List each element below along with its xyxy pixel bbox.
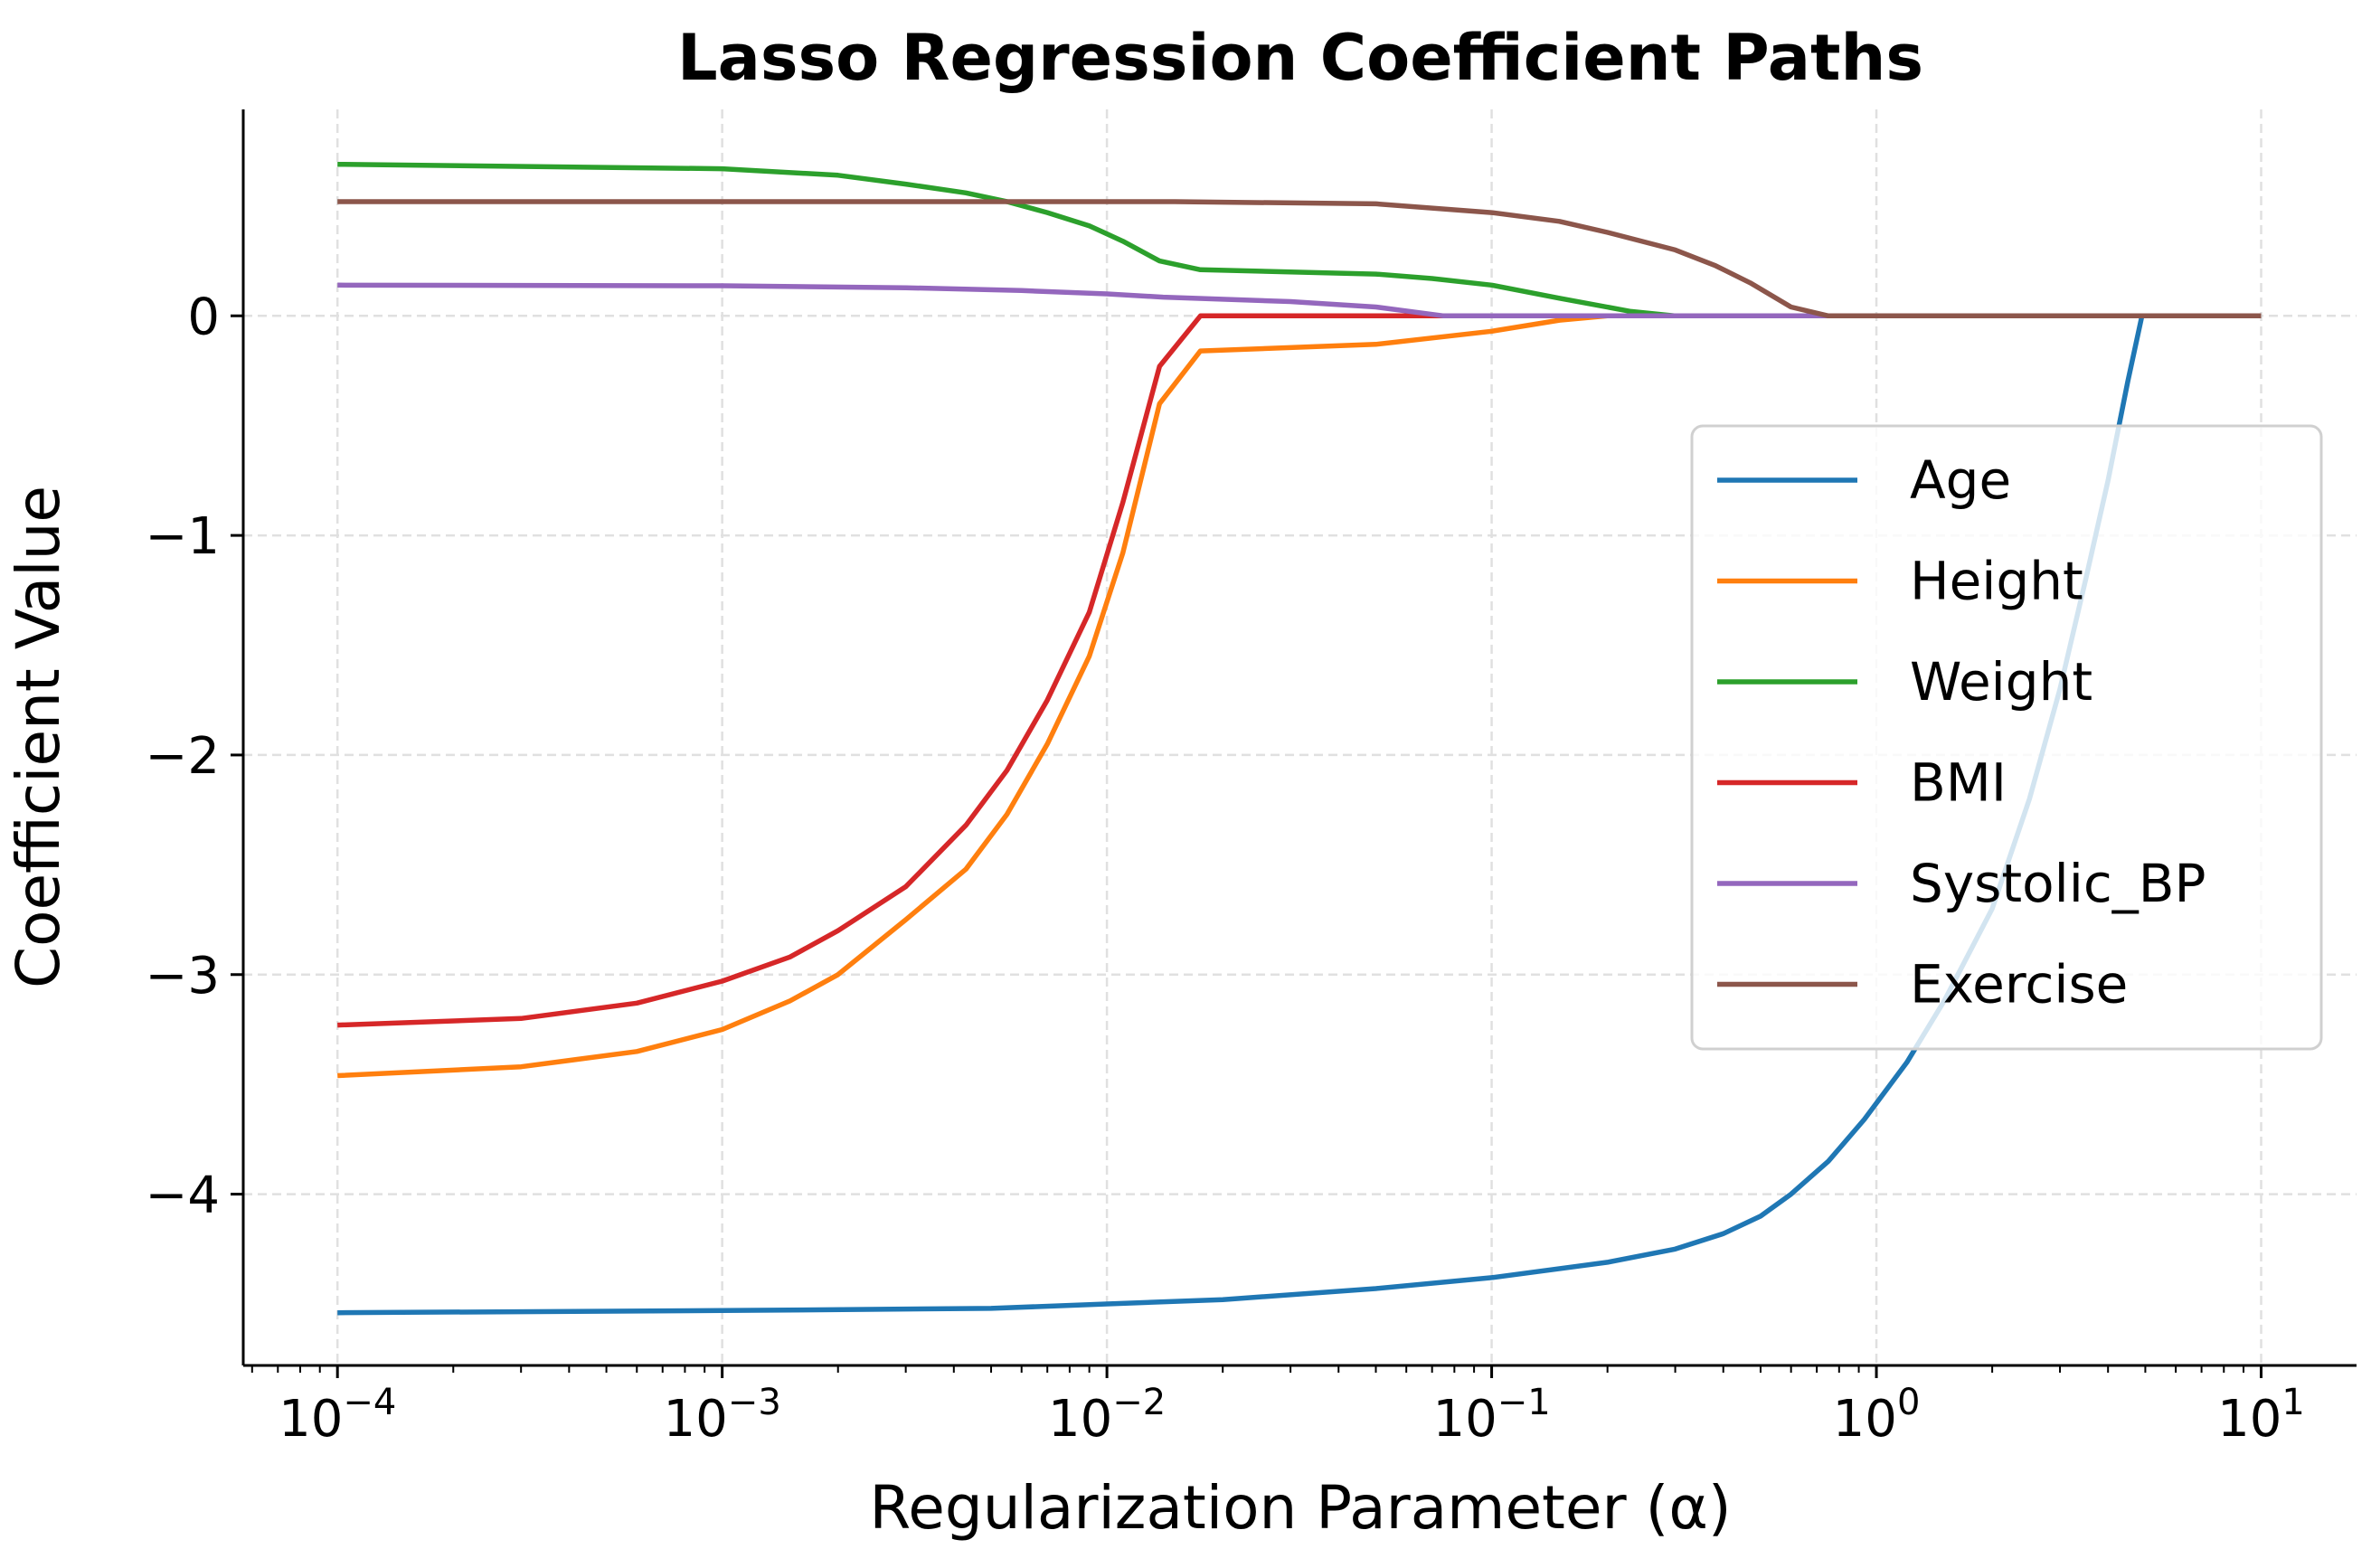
y-axis-label: Coefficient Value: [4, 486, 73, 988]
legend-label: Exercise: [1910, 954, 2128, 1015]
legend-label: Height: [1910, 551, 2083, 612]
series-line-weight: [337, 161, 2262, 319]
y-tick-label: −4: [145, 1167, 220, 1225]
legend: Age Height Weight BMI Systolic_BP Exercise: [1690, 424, 2323, 1051]
x-tick-label: 10−3: [664, 1382, 781, 1449]
y-tick-label: 0: [187, 288, 220, 346]
series-line-height: [337, 313, 2262, 1079]
legend-label: Systolic_BP: [1910, 853, 2206, 914]
legend-label: BMI: [1910, 752, 2007, 814]
chart-title: Lasso Regression Coefficient Paths: [677, 21, 1923, 95]
x-tick-label: 10−4: [279, 1382, 396, 1449]
x-axis-label: Regularization Parameter (α): [869, 1473, 1731, 1543]
series-line-bmi: [337, 313, 2262, 1028]
legend-label: Weight: [1910, 651, 2092, 713]
series-line-exercise: [337, 199, 2262, 319]
legend-label: Age: [1910, 449, 2011, 511]
y-tick-label: −3: [145, 947, 220, 1006]
series-line-systolic_bp: [337, 282, 2262, 319]
x-tick-label: 100: [1833, 1382, 1921, 1449]
x-tick-label: 10−2: [1048, 1382, 1166, 1449]
y-tick-label: −1: [145, 507, 220, 566]
x-tick-label: 101: [2217, 1382, 2305, 1449]
x-tick-label: 10−1: [1432, 1382, 1550, 1449]
axes: 10−4 10−3 10−2 10−1 100 101 0 −1 −2 −3 −4: [145, 109, 2357, 1449]
y-tick-label: −2: [145, 727, 220, 786]
